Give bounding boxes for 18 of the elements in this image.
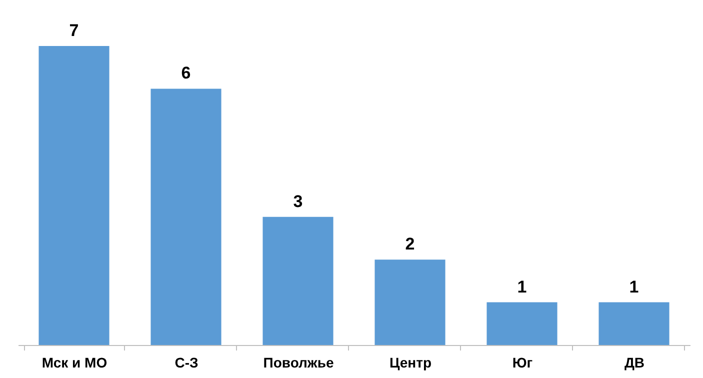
x-tick-label: ДВ (624, 354, 645, 370)
data-label: 3 (293, 192, 303, 211)
bar (38, 46, 110, 345)
bar (150, 88, 222, 345)
data-label: 2 (405, 234, 415, 254)
bar (262, 216, 334, 345)
data-label: 1 (517, 277, 527, 296)
x-tick-label: Центр (389, 354, 432, 370)
data-label: 6 (181, 64, 191, 83)
x-tick-label: Мск и МО (42, 354, 108, 370)
x-tick-label: Юг (512, 354, 533, 370)
data-label: 7 (69, 21, 79, 40)
x-tick-label: С-З (174, 354, 198, 370)
bar (598, 302, 670, 345)
bar (374, 260, 446, 345)
x-tick-label: Поволжье (263, 354, 334, 370)
data-label: 1 (629, 277, 639, 296)
bar (486, 302, 558, 345)
